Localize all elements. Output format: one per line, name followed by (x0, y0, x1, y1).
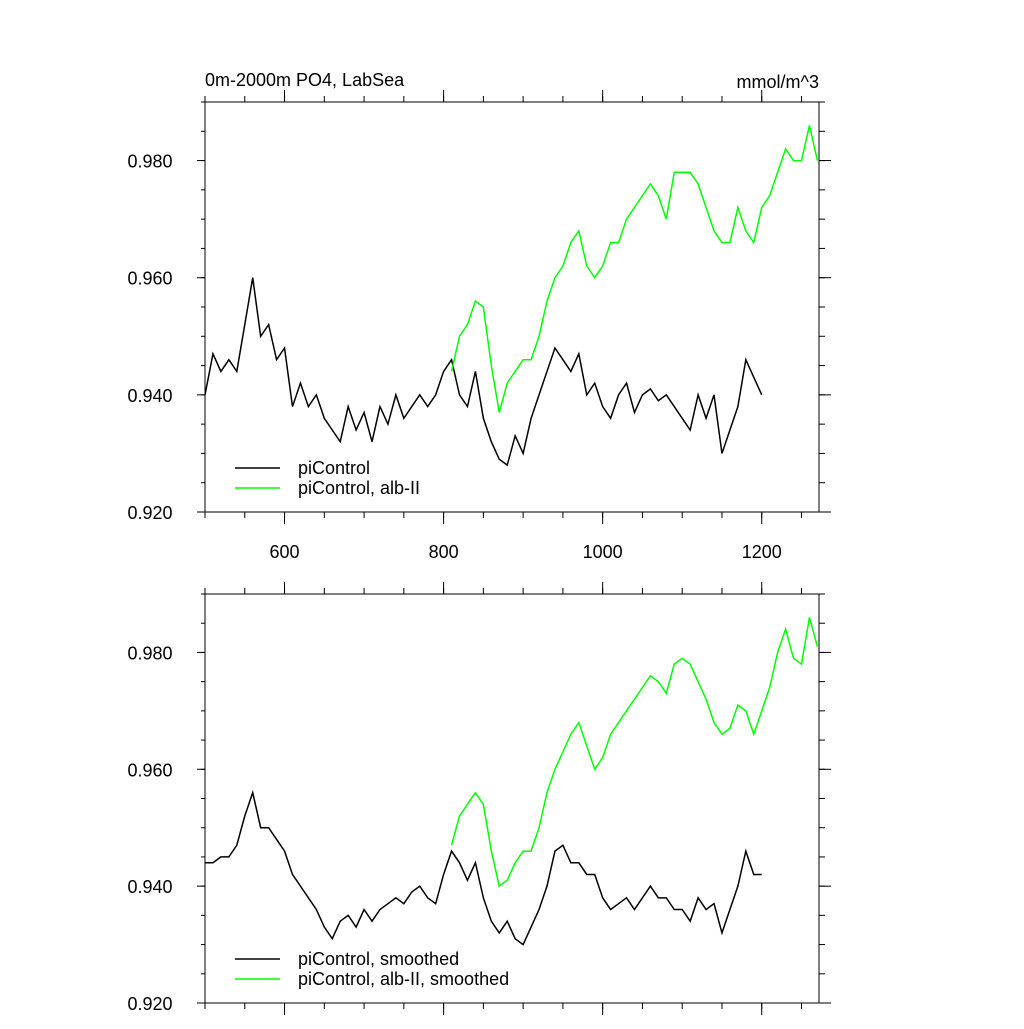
y-tick-label: 0.940 (127, 877, 172, 897)
data-line (450, 617, 819, 888)
legend-label: piControl, smoothed (298, 949, 459, 969)
chart-title: 0m-2000m PO4, LabSea (205, 70, 405, 90)
y-tick-label: 0.980 (127, 643, 172, 663)
data-line (450, 125, 819, 413)
y-tick-label: 0.960 (127, 760, 172, 780)
y-tick-label: 0.940 (127, 386, 172, 406)
plot-frame (204, 101, 820, 513)
y-tick-label: 0.980 (127, 152, 172, 172)
x-tick-label: 600 (270, 542, 300, 562)
legend-label: piControl (298, 458, 370, 478)
data-line (204, 277, 763, 467)
x-tick-label: 1000 (583, 542, 623, 562)
x-tick-label: 1200 (742, 542, 782, 562)
y-tick-label: 0.920 (127, 503, 172, 523)
legend-label: piControl, alb-II, smoothed (298, 969, 509, 989)
y-tick-label: 0.920 (127, 994, 172, 1014)
legend-label: piControl, alb-II (298, 478, 420, 498)
x-tick-label: 800 (429, 542, 459, 562)
units-label: mmol/m^3 (737, 72, 819, 92)
data-line (205, 789, 762, 946)
plot-frame (204, 593, 820, 1004)
y-tick-label: 0.960 (127, 269, 172, 289)
